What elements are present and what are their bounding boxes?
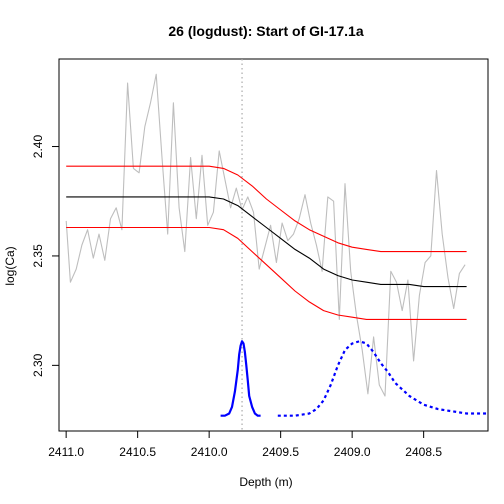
onset-density-line bbox=[220, 340, 261, 417]
x-tick-label: 2410.0 bbox=[191, 445, 228, 459]
y-axis-label: log(Ca) bbox=[3, 246, 17, 285]
fit-line bbox=[66, 196, 467, 288]
upper-bound-line bbox=[66, 165, 467, 253]
x-axis: 2411.0 2410.5 2410.0 2409.5 2409.0 2408.5 bbox=[48, 430, 442, 459]
lower-bound-line bbox=[66, 226, 467, 320]
y-tick-label: 2.35 bbox=[31, 244, 45, 268]
y-axis: 2.30 2.35 2.40 bbox=[31, 135, 60, 377]
duration-density-line bbox=[277, 340, 488, 417]
x-tick-label: 2411.0 bbox=[48, 445, 84, 459]
x-axis-label: Depth (m) bbox=[239, 475, 292, 489]
x-tick-label: 2410.5 bbox=[119, 445, 156, 459]
chart-title: 26 (logdust): Start of GI-17.1a bbox=[168, 23, 363, 39]
x-tick-label: 2408.5 bbox=[405, 445, 442, 459]
y-tick-label: 2.30 bbox=[31, 353, 45, 377]
x-tick-label: 2409.0 bbox=[334, 445, 371, 459]
data-line bbox=[65, 73, 466, 397]
series-layer bbox=[65, 73, 488, 417]
y-tick-label: 2.40 bbox=[31, 135, 45, 159]
x-tick-label: 2409.5 bbox=[262, 445, 299, 459]
